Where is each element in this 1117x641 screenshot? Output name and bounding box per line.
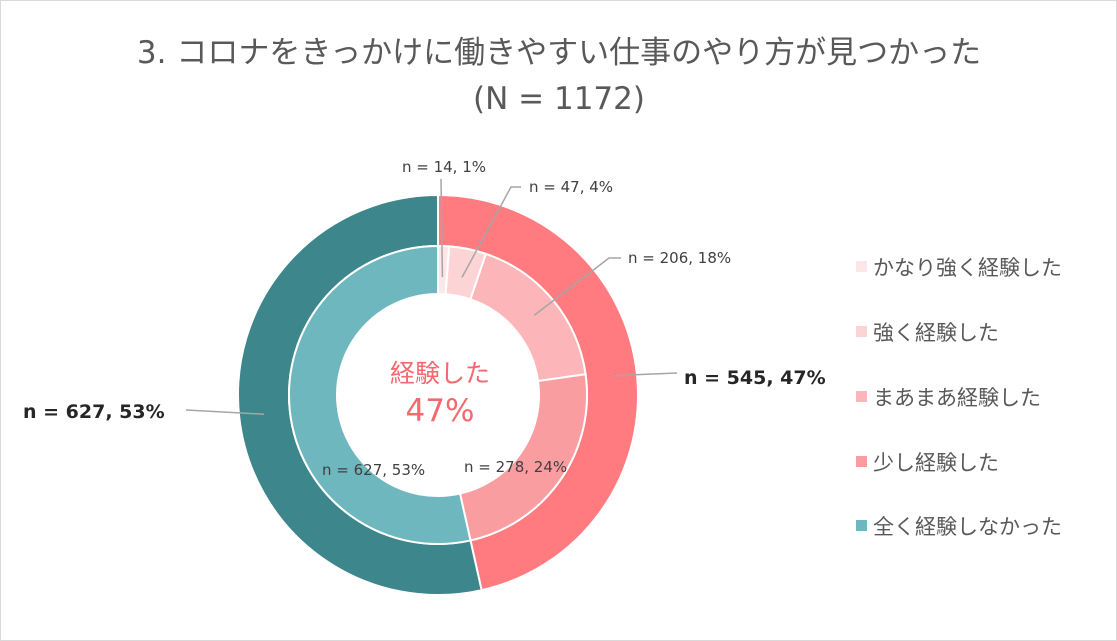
inner-ring (288, 244, 588, 545)
legend-label-3: 少し経験した (873, 451, 999, 475)
leader-outer-0 (611, 372, 678, 377)
legend-swatch-2 (856, 391, 867, 402)
legend-swatch-0 (856, 261, 867, 272)
chart-title: 3. コロナをきっかけに働きやすい仕事のやり方が見つかった (137, 35, 981, 71)
data-label-outer-1: n = 627, 53% (23, 401, 165, 423)
chart-subtitle: (N = 1172) (473, 81, 645, 117)
legend-swatch-1 (856, 326, 867, 337)
data-label-outer-0: n = 545, 47% (684, 367, 826, 389)
leader-inner-2 (533, 257, 621, 316)
data-labels: n = 14, 1% n = 47, 4% n = 206, 18% n = 278,… (23, 158, 826, 479)
legend-label-0: かなり強く経験した (873, 256, 1062, 280)
data-label-inner-4: n = 627, 53% (322, 461, 425, 479)
data-label-inner-2: n = 206, 18% (628, 249, 731, 267)
leader-lines (185, 178, 678, 415)
legend-swatch-4 (856, 520, 867, 531)
leader-outer-1 (185, 409, 265, 415)
inner-slice-4 (288, 244, 472, 545)
data-label-inner-0: n = 14, 1% (402, 158, 486, 176)
legend-swatch-3 (856, 456, 867, 467)
center-label: 経験した (390, 359, 490, 388)
leader-inner-0 (440, 178, 444, 278)
center-percent: 47% (406, 393, 475, 429)
legend-label-4: 全く経験しなかった (873, 515, 1062, 539)
data-label-inner-3: n = 278, 24% (464, 458, 567, 476)
leader-inner-1 (461, 186, 521, 278)
legend-label-1: 強く経験した (873, 321, 999, 345)
data-label-inner-1: n = 47, 4% (529, 178, 613, 196)
legend-label-2: まあまあ経験した (873, 386, 1041, 410)
